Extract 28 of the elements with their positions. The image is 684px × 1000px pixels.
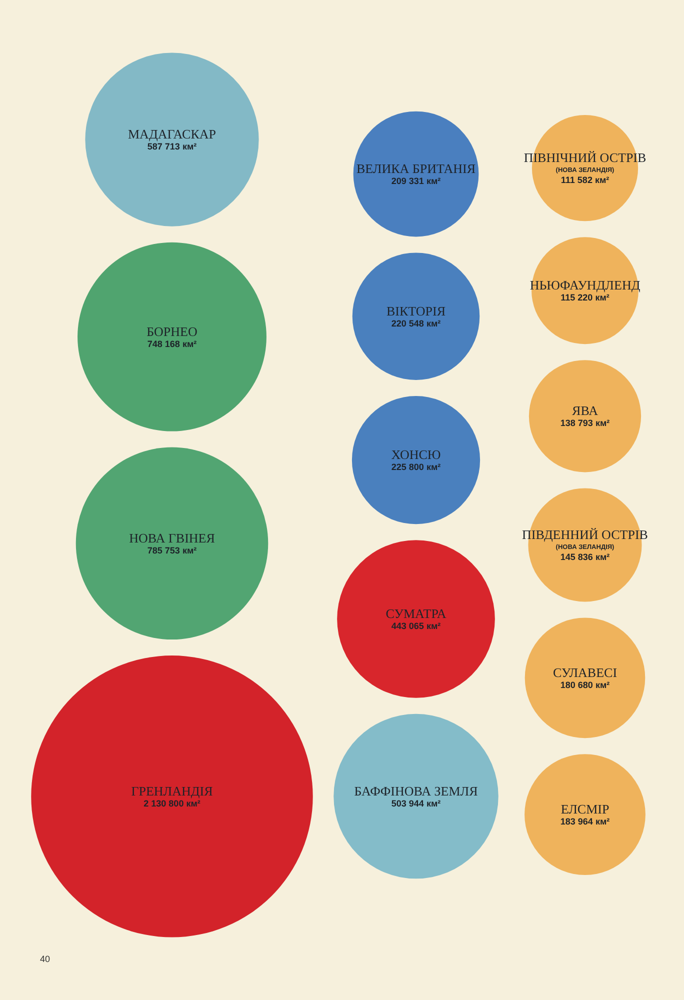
category-label: СУЛАВЕСІ <box>552 664 618 680</box>
data-label: 225 800 км² <box>391 462 441 472</box>
data-label: 145 836 км² <box>560 552 610 562</box>
data-label: 785 753 км² <box>147 545 197 556</box>
data-label: 183 964 км² <box>560 816 610 827</box>
category-label: ГРЕНЛАНДІЯ <box>131 783 214 798</box>
text: 40 <box>40 954 50 964</box>
category-label: ЕЛСМІР <box>560 802 610 817</box>
data-label: 209 331 км² <box>391 176 441 186</box>
category-label: БАФФІНОВА ЗЕМЛЯ <box>354 783 478 798</box>
data-label: 115 220 км² <box>560 292 610 303</box>
data-label: 180 680 км² <box>560 680 610 690</box>
category-label: БОРНЕО <box>146 324 198 339</box>
data-label: 503 944 км² <box>391 798 441 808</box>
data-label: 2 130 800 км² <box>144 798 200 808</box>
data-label: 748 168 км² <box>147 338 197 349</box>
category-label: ВІКТОРІЯ <box>386 303 446 318</box>
category-label: МАДАГАСКАР <box>128 126 216 142</box>
data-label: 138 793 км² <box>560 418 610 428</box>
data-label: 111 582 км² <box>560 175 610 186</box>
data-label: 443 065 км² <box>391 621 441 632</box>
category-label: ВЕЛИКА БРИТАНІЯ <box>356 161 476 176</box>
category-label: ХОНСЮ <box>391 447 441 462</box>
data-label: 587 713 км² <box>147 142 197 152</box>
category-label: ЯВА <box>572 403 599 418</box>
category-label: СУМАТРА <box>386 606 447 622</box>
data-label: 220 548 км² <box>391 318 441 328</box>
category-label: НОВА ГВІНЕЯ <box>129 530 216 546</box>
